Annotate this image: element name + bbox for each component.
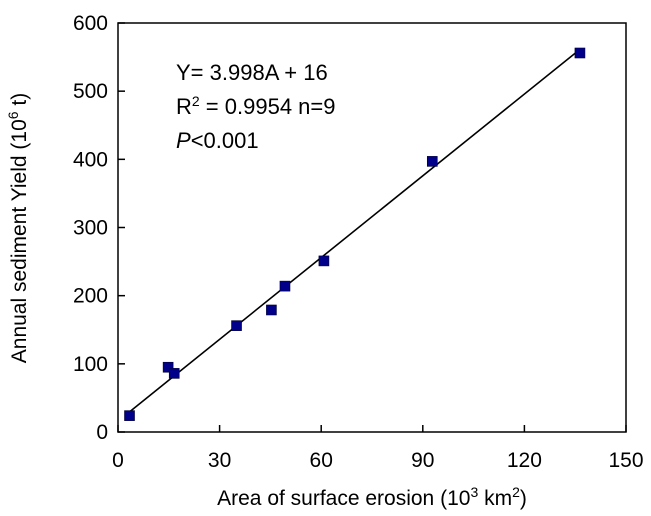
y-tick-label: 400 (73, 148, 108, 171)
trendline-group (129, 48, 581, 413)
x-tick-label: 0 (112, 449, 124, 472)
data-point (426, 156, 438, 167)
y-axis-title: Annual sediment Yield (106 t) (5, 93, 31, 363)
plot-area (117, 22, 627, 433)
x-tick-label: 150 (608, 449, 643, 472)
x-tick-label: 90 (411, 449, 434, 472)
annotation-equation: Y= 3.998A + 16 (176, 60, 328, 85)
annotation-p-value: P<0.001 (176, 128, 259, 153)
data-point (574, 47, 586, 59)
data-point (318, 255, 330, 267)
data-point (279, 280, 291, 292)
y-tick-label: 0 (96, 421, 108, 444)
x-tick-label: 60 (310, 449, 333, 472)
data-point (162, 361, 174, 373)
data-point (266, 304, 277, 316)
data-point (124, 410, 135, 421)
data-points (124, 47, 586, 421)
x-axis-title: Area of surface erosion (103 km2) (217, 484, 527, 510)
trendline (129, 48, 581, 413)
y-tick-label: 300 (73, 217, 108, 240)
y-tick-label: 600 (73, 12, 108, 35)
x-tick-label: 120 (507, 449, 542, 472)
data-point (231, 320, 242, 331)
axis-ticks: 0 30 60 90 120 150 0 100 200 300 400 500 600 (73, 12, 644, 472)
y-tick-label: 100 (73, 353, 108, 376)
y-tick-label: 200 (73, 285, 108, 308)
y-tick-label: 500 (73, 80, 108, 103)
annotation-r2: R2 = 0.9954 n=9 (176, 93, 335, 119)
x-tick-label: 30 (208, 449, 231, 472)
data-point (168, 368, 180, 379)
